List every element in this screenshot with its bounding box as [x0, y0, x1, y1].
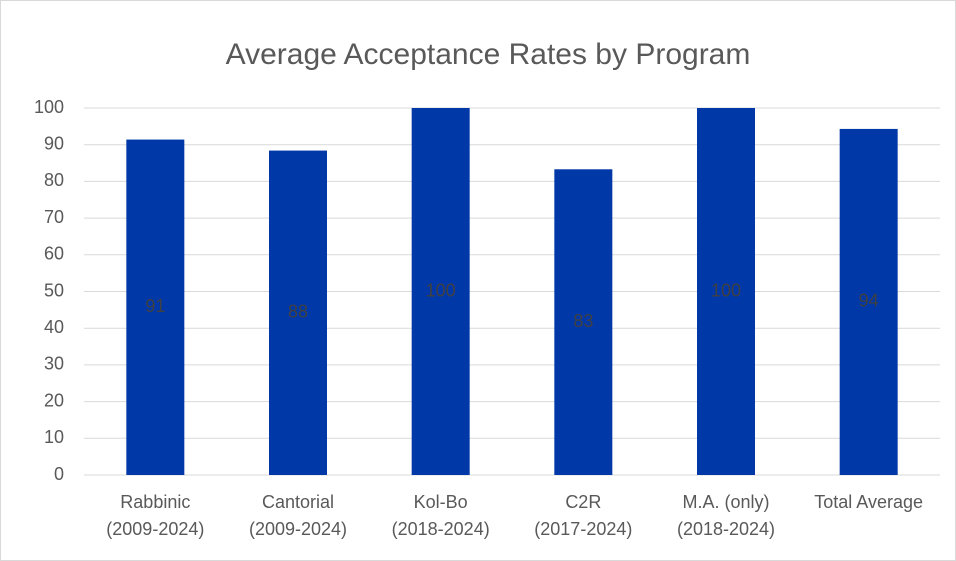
y-tick-label: 30: [44, 354, 64, 374]
y-tick-label: 40: [44, 317, 64, 337]
bar: [697, 108, 755, 475]
x-tick-label: Kol-Bo (2018-2024): [392, 492, 490, 539]
x-tick-line: (2018-2024): [677, 519, 775, 539]
y-tick-label: 20: [44, 390, 64, 410]
x-tick-line: Rabbinic: [120, 492, 190, 512]
x-tick-line: Total Average: [814, 492, 923, 512]
bar: [411, 108, 470, 475]
y-tick-label: 100: [34, 97, 64, 117]
bar: [554, 169, 613, 475]
data-label: 91: [145, 296, 165, 316]
y-tick-label: 10: [44, 427, 64, 447]
bar: [839, 128, 898, 475]
x-tick-label: Total Average: [814, 492, 923, 512]
y-tick-label: 80: [44, 170, 64, 190]
bar: [126, 139, 185, 475]
x-tick-line: Kol-Bo: [414, 492, 468, 512]
x-tick-line: (2018-2024): [392, 519, 490, 539]
data-label: 94: [859, 291, 879, 311]
data-label: 88: [288, 302, 308, 322]
x-tick-line: (2017-2024): [534, 519, 632, 539]
data-label: 100: [426, 280, 456, 300]
x-tick-label: C2R (2017-2024): [534, 492, 632, 539]
x-tick-line: (2009-2024): [249, 519, 347, 539]
x-tick-label: Rabbinic (2009-2024): [106, 492, 204, 539]
x-tick-line: C2R: [565, 492, 601, 512]
x-tick-line: Cantorial: [262, 492, 334, 512]
x-tick-line: M.A. (only): [682, 492, 769, 512]
y-tick-label: 50: [44, 280, 64, 300]
y-tick-label: 60: [44, 244, 64, 264]
x-tick-label: M.A. (only) (2018-2024): [677, 492, 775, 539]
bar: [269, 150, 327, 475]
y-tick-label: 0: [54, 464, 64, 484]
y-tick-label: 70: [44, 207, 64, 227]
data-label: 83: [573, 311, 593, 331]
x-tick-label: Cantorial (2009-2024): [249, 492, 347, 539]
data-label: 100: [711, 280, 741, 300]
x-tick-line: (2009-2024): [106, 519, 204, 539]
chart-title: Average Acceptance Rates by Program: [226, 38, 751, 71]
y-tick-label: 90: [44, 133, 64, 153]
